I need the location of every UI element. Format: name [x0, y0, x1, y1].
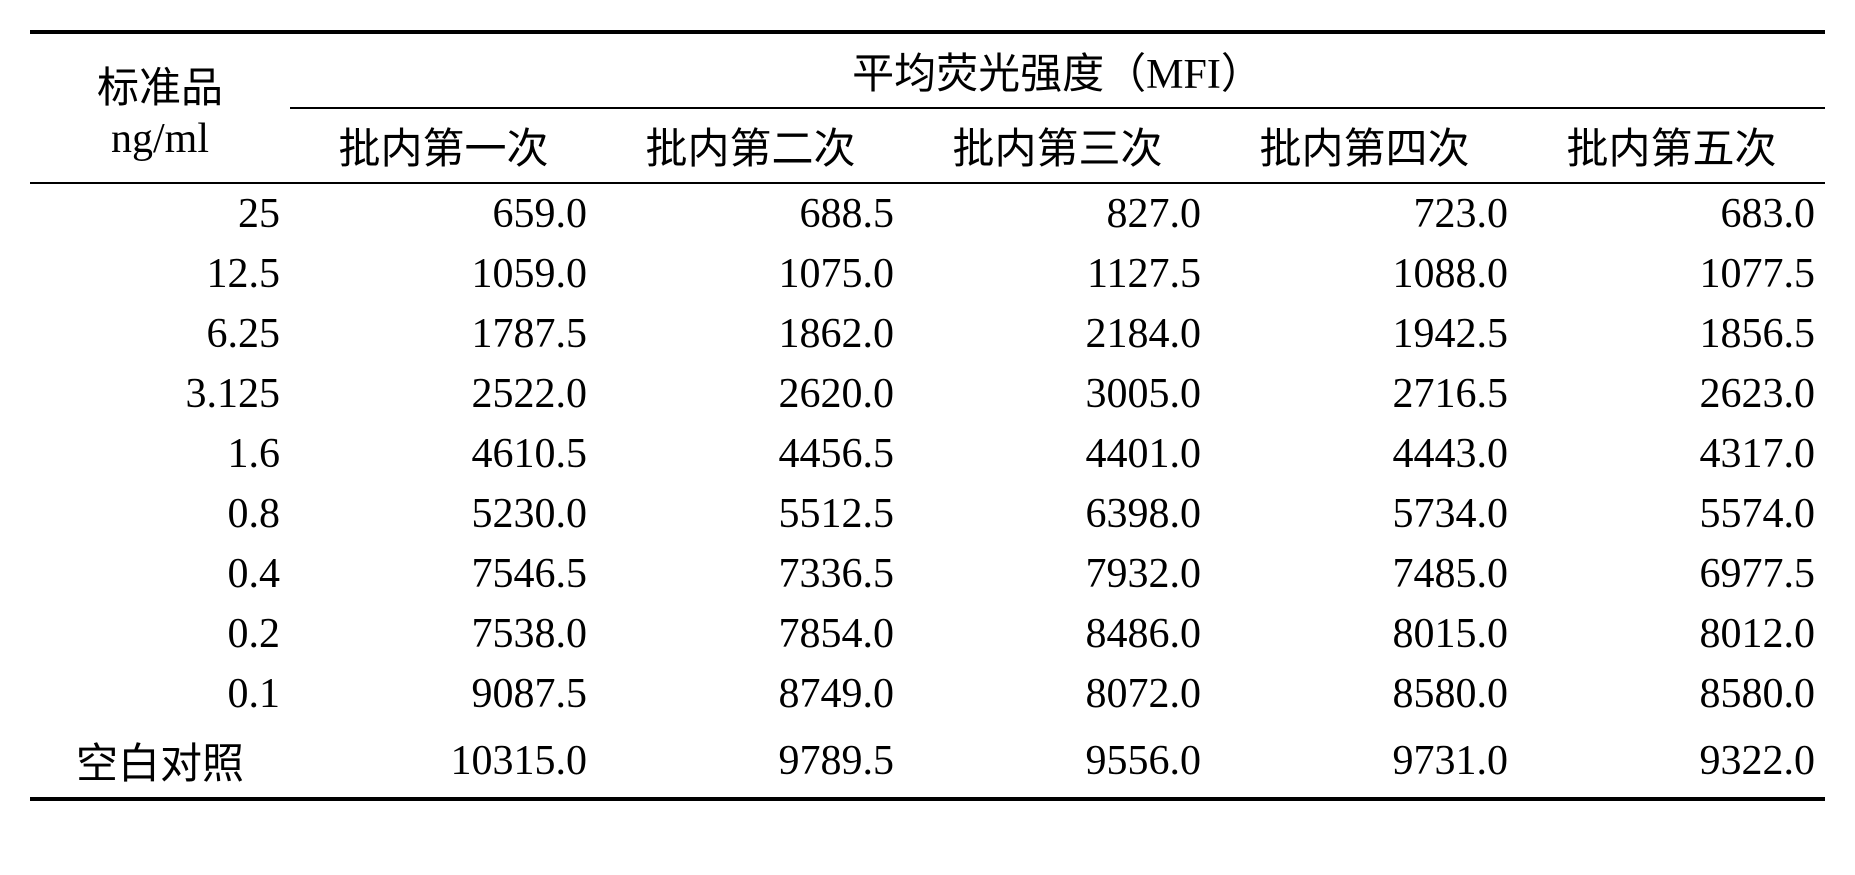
cell-value: 5512.5 [597, 484, 904, 544]
header-std-line1: 标准品 [97, 66, 223, 112]
cell-value: 9087.5 [290, 664, 597, 724]
header-run-2: 批内第二次 [597, 108, 904, 183]
cell-std: 3.125 [30, 364, 290, 424]
cell-value: 8486.0 [904, 604, 1211, 664]
cell-value: 4610.5 [290, 424, 597, 484]
cell-value: 688.5 [597, 183, 904, 244]
table-row: 0.19087.58749.08072.08580.08580.0 [30, 664, 1825, 724]
cell-value: 9789.5 [597, 724, 904, 799]
cell-value: 4401.0 [904, 424, 1211, 484]
cell-value: 1862.0 [597, 304, 904, 364]
table-row: 12.51059.01075.01127.51088.01077.5 [30, 244, 1825, 304]
cell-value: 1059.0 [290, 244, 597, 304]
cell-value: 8072.0 [904, 664, 1211, 724]
cell-value: 7932.0 [904, 544, 1211, 604]
cell-value: 659.0 [290, 183, 597, 244]
cell-std: 0.4 [30, 544, 290, 604]
cell-value: 7336.5 [597, 544, 904, 604]
cell-std: 6.25 [30, 304, 290, 364]
cell-value: 8580.0 [1518, 664, 1825, 724]
cell-std: 12.5 [30, 244, 290, 304]
cell-value: 4443.0 [1211, 424, 1518, 484]
header-run-3: 批内第三次 [904, 108, 1211, 183]
cell-std: 0.2 [30, 604, 290, 664]
cell-value: 5230.0 [290, 484, 597, 544]
cell-value: 2184.0 [904, 304, 1211, 364]
cell-value: 7485.0 [1211, 544, 1518, 604]
table-row: 6.251787.51862.02184.01942.51856.5 [30, 304, 1825, 364]
header-row-1: 标准品 ng/ml 平均荧光强度（MFI） [30, 32, 1825, 108]
cell-value: 9556.0 [904, 724, 1211, 799]
table-row: 空白对照10315.09789.59556.09731.09322.0 [30, 724, 1825, 799]
table-row: 25659.0688.5827.0723.0683.0 [30, 183, 1825, 244]
cell-value: 9322.0 [1518, 724, 1825, 799]
cell-value: 2620.0 [597, 364, 904, 424]
header-row-2: 批内第一次 批内第二次 批内第三次 批内第四次 批内第五次 [30, 108, 1825, 183]
cell-value: 4317.0 [1518, 424, 1825, 484]
cell-value: 683.0 [1518, 183, 1825, 244]
cell-value: 5574.0 [1518, 484, 1825, 544]
cell-value: 8749.0 [597, 664, 904, 724]
cell-value: 7546.5 [290, 544, 597, 604]
cell-value: 1088.0 [1211, 244, 1518, 304]
header-group-title: 平均荧光强度（MFI） [290, 32, 1825, 108]
table-row: 0.47546.57336.57932.07485.06977.5 [30, 544, 1825, 604]
cell-value: 7854.0 [597, 604, 904, 664]
cell-value: 5734.0 [1211, 484, 1518, 544]
cell-value: 827.0 [904, 183, 1211, 244]
cell-value: 723.0 [1211, 183, 1518, 244]
cell-value: 10315.0 [290, 724, 597, 799]
cell-value: 8012.0 [1518, 604, 1825, 664]
cell-value: 2623.0 [1518, 364, 1825, 424]
cell-std: 0.1 [30, 664, 290, 724]
header-run-4: 批内第四次 [1211, 108, 1518, 183]
cell-value: 9731.0 [1211, 724, 1518, 799]
cell-value: 3005.0 [904, 364, 1211, 424]
cell-value: 8580.0 [1211, 664, 1518, 724]
cell-value: 2522.0 [290, 364, 597, 424]
table-row: 1.64610.54456.54401.04443.04317.0 [30, 424, 1825, 484]
mfi-table: 标准品 ng/ml 平均荧光强度（MFI） 批内第一次 批内第二次 批内第三次 … [30, 30, 1825, 801]
table-row: 3.1252522.02620.03005.02716.52623.0 [30, 364, 1825, 424]
cell-std: 0.8 [30, 484, 290, 544]
table-body: 25659.0688.5827.0723.0683.012.51059.0107… [30, 183, 1825, 799]
cell-value: 1942.5 [1211, 304, 1518, 364]
cell-value: 8015.0 [1211, 604, 1518, 664]
header-std-line2: ng/ml [111, 116, 209, 162]
cell-value: 1856.5 [1518, 304, 1825, 364]
cell-value: 1787.5 [290, 304, 597, 364]
cell-std: 1.6 [30, 424, 290, 484]
table-row: 0.85230.05512.56398.05734.05574.0 [30, 484, 1825, 544]
cell-value: 1127.5 [904, 244, 1211, 304]
cell-value: 1075.0 [597, 244, 904, 304]
cell-value: 7538.0 [290, 604, 597, 664]
cell-value: 6398.0 [904, 484, 1211, 544]
cell-value: 1077.5 [1518, 244, 1825, 304]
header-run-5: 批内第五次 [1518, 108, 1825, 183]
cell-value: 2716.5 [1211, 364, 1518, 424]
cell-std: 25 [30, 183, 290, 244]
cell-std: 空白对照 [30, 724, 290, 799]
cell-value: 4456.5 [597, 424, 904, 484]
header-std: 标准品 ng/ml [30, 32, 290, 183]
table-row: 0.27538.07854.08486.08015.08012.0 [30, 604, 1825, 664]
header-run-1: 批内第一次 [290, 108, 597, 183]
cell-value: 6977.5 [1518, 544, 1825, 604]
